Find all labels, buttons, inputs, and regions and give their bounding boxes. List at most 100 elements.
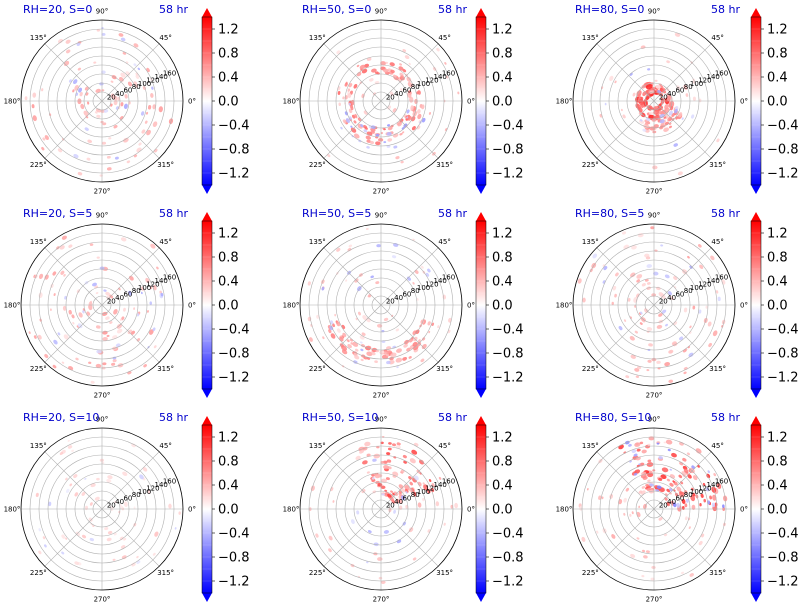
heatmap-cell	[101, 141, 107, 145]
radial-tick-label: 80	[411, 83, 420, 91]
heatmap-cell	[656, 324, 663, 329]
heatmap-cell	[44, 135, 49, 140]
heatmap-cell	[123, 537, 127, 541]
radial-tick-label: 20	[659, 502, 668, 510]
heatmap-cell	[389, 496, 394, 502]
angular-gridline	[596, 247, 655, 306]
heatmap-cell	[640, 311, 643, 315]
heatmap-cell	[676, 85, 681, 91]
heatmap-cell	[77, 171, 83, 176]
heatmap-cell	[119, 318, 123, 321]
panel-rh80-s5: 0°45°90°135°180°225°270°315°20 40 60 801001…	[556, 207, 799, 400]
heatmap-cell	[391, 443, 397, 447]
heatmap-cell	[422, 497, 425, 502]
heatmap-cell	[386, 354, 390, 357]
colorbar-extend-max	[202, 416, 212, 425]
heatmap-cell	[81, 491, 86, 496]
heatmap-cell	[412, 341, 418, 347]
radial-tick-label: 60	[675, 291, 684, 299]
colorbar-tick-label: 0.4	[218, 275, 239, 290]
heatmap-cell	[623, 512, 626, 516]
heatmap-cell	[148, 329, 154, 335]
radial-tick-label: 100	[690, 284, 703, 292]
heatmap-cell	[660, 474, 667, 480]
heatmap-cell	[328, 548, 332, 553]
polar-spine	[572, 19, 736, 183]
heatmap-cell	[113, 95, 118, 101]
angle-tick-label: 180°	[556, 506, 573, 514]
heatmap-field	[577, 226, 726, 383]
heatmap-cell	[138, 142, 142, 146]
heatmap-cell	[691, 114, 695, 119]
heatmap-cell	[340, 126, 343, 130]
heatmap-cell	[615, 272, 619, 277]
heatmap-cell	[631, 511, 634, 515]
heatmap-cell	[362, 460, 368, 465]
heatmap-cell	[160, 292, 164, 297]
heatmap-cell	[679, 336, 684, 341]
heatmap-cell	[705, 305, 708, 309]
polar-spine	[20, 19, 184, 183]
radial-tick-label: 160	[442, 69, 455, 77]
heatmap-cell	[123, 103, 128, 110]
heatmap-cell	[656, 360, 661, 364]
heatmap-cell	[645, 550, 650, 554]
panel-rh20-s0: 0°45°90°135°180°225°270°315°20 40 60 801001…	[4, 3, 250, 196]
heatmap-cell	[152, 552, 156, 556]
angle-tick-label: 270°	[646, 596, 663, 604]
angular-gridline	[101, 100, 160, 159]
heatmap-cell	[383, 465, 390, 470]
heatmap-cell	[622, 114, 626, 119]
heatmap-cell	[355, 455, 361, 461]
radial-tick-label: 100	[690, 488, 703, 496]
heatmap-cell	[123, 137, 129, 143]
heatmap-cell	[407, 115, 412, 121]
angular-gridline	[596, 451, 655, 510]
heatmap-cell	[710, 255, 715, 261]
radial-tick-label: 80	[684, 83, 693, 91]
heatmap-cell	[112, 558, 116, 561]
heatmap-cell	[698, 540, 703, 546]
heatmap-cell	[95, 88, 101, 93]
angle-tick-label: 135°	[309, 442, 326, 450]
heatmap-cell	[372, 92, 376, 96]
heatmap-cell	[106, 478, 112, 483]
heatmap-cell	[106, 167, 112, 171]
heatmap-cell	[310, 485, 315, 491]
angle-tick-label: 270°	[94, 596, 111, 604]
heatmap-cell	[657, 105, 664, 112]
heatmap-cell	[120, 102, 124, 107]
angular-gridline	[323, 247, 382, 306]
heatmap-cell	[119, 504, 122, 507]
heatmap-cell	[96, 29, 101, 32]
heatmap-cell	[334, 313, 337, 317]
radial-tick-label: 40	[394, 294, 403, 302]
heatmap-cell	[651, 565, 656, 569]
heatmap-cell	[144, 120, 148, 124]
heatmap-cell	[661, 309, 666, 314]
heatmap-cell	[168, 118, 174, 125]
heatmap-cell	[342, 96, 345, 100]
heatmap-cell	[702, 482, 706, 486]
heatmap-cell	[145, 277, 150, 284]
heatmap-cell	[592, 253, 598, 259]
heatmap-cell	[65, 537, 68, 540]
heatmap-cell	[95, 108, 102, 113]
heatmap-cell	[418, 339, 421, 343]
angle-tick-label: 180°	[556, 98, 573, 106]
heatmap-cell	[57, 332, 61, 336]
heatmap-cell	[106, 537, 112, 542]
heatmap-cell	[366, 146, 370, 149]
heatmap-cell	[86, 157, 91, 161]
heatmap-cell	[316, 314, 320, 319]
angle-tick-label: 90°	[375, 8, 387, 16]
heatmap-cell	[416, 341, 422, 347]
heatmap-cell	[355, 348, 359, 352]
heatmap-cell	[647, 359, 652, 363]
heatmap-cell	[347, 93, 352, 99]
heatmap-cell	[345, 118, 351, 124]
heatmap-cell	[41, 146, 45, 151]
angular-gridline	[380, 100, 439, 159]
radial-tick-label: 60	[675, 495, 684, 503]
heatmap-cell	[321, 286, 325, 291]
